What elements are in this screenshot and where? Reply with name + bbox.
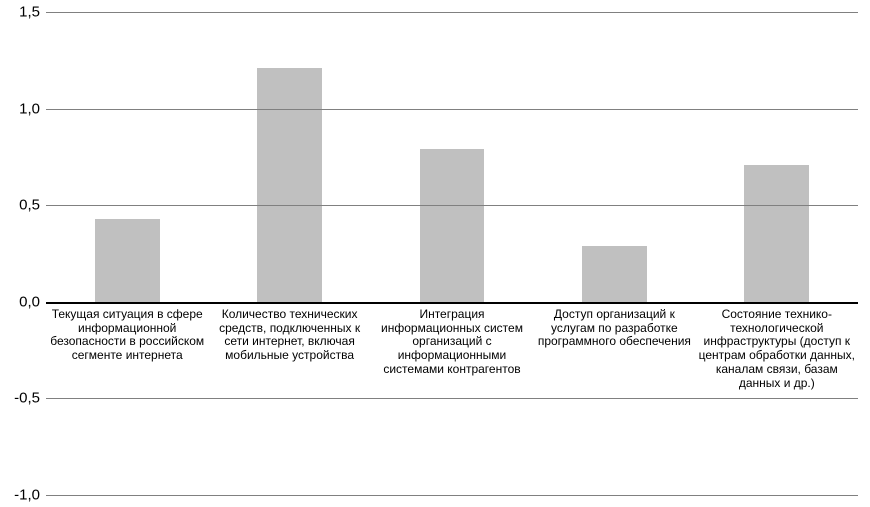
gridline — [46, 109, 858, 110]
y-tick-label: -0,5 — [14, 390, 40, 407]
bar — [95, 219, 160, 302]
category-label: Доступ организаций к услугам по разработ… — [533, 308, 695, 349]
category-label: Интеграция информационных систем организ… — [371, 308, 533, 377]
bar — [420, 149, 485, 302]
plot-area: -1,0-0,50,00,51,01,5Текущая ситуация в с… — [46, 12, 858, 495]
bars-layer — [46, 12, 858, 495]
gridline — [46, 205, 858, 206]
y-tick-label: 1,5 — [19, 4, 40, 21]
gridline — [46, 398, 858, 399]
category-label: Текущая ситуация в сфере информационной … — [46, 308, 208, 363]
gridline — [46, 12, 858, 13]
category-label: Состояние технико-технологической инфрас… — [696, 308, 858, 391]
y-tick-label: 0,0 — [19, 293, 40, 310]
bar — [582, 246, 647, 302]
x-axis-zero-line — [46, 302, 858, 304]
y-tick-label: 1,0 — [19, 100, 40, 117]
y-tick-label: -1,0 — [14, 487, 40, 504]
gridline — [46, 495, 858, 496]
category-label: Количество технических средств, подключе… — [208, 308, 370, 363]
bar-chart: -1,0 -0,5 0,0 0,5 1,0 1,5 Текущая ситуация в с… — [0, 0, 870, 507]
bar — [744, 165, 809, 302]
y-tick-label: 0,5 — [19, 197, 40, 214]
bar — [257, 68, 322, 302]
